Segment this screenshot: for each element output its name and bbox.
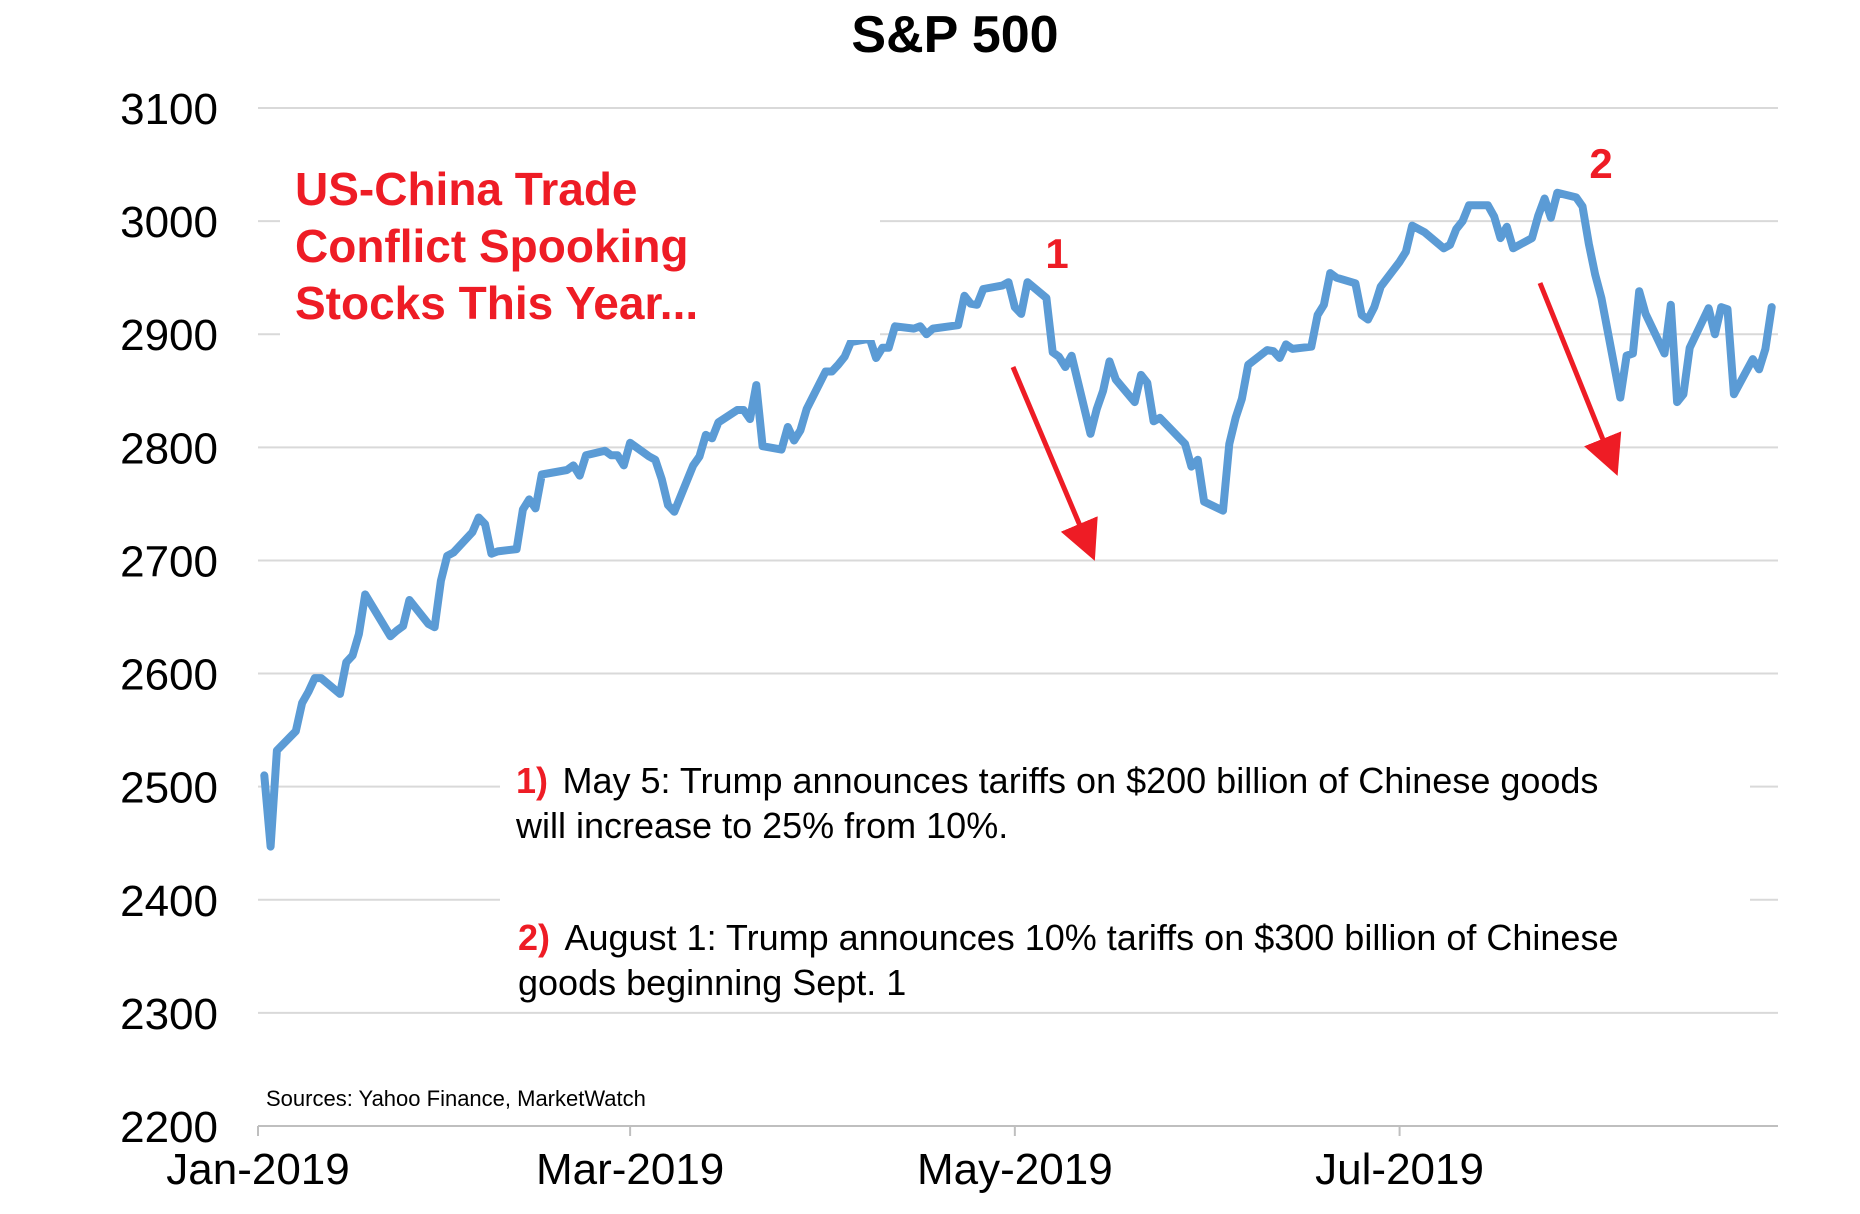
series-layer xyxy=(260,188,1776,851)
note-1-line-1: 1) May 5: Trump announces tariffs on $20… xyxy=(516,760,1598,801)
note-2-text: August 1: Trump announces 10% tariffs on… xyxy=(564,917,1618,958)
x-tick-label-1: Mar-2019 xyxy=(536,1145,724,1194)
note-1-text: May 5: Trump announces tariffs on $200 b… xyxy=(562,760,1598,801)
note-2-line-2: goods beginning Sept. 1 xyxy=(518,962,906,1003)
notes-backdrop xyxy=(500,740,1750,1010)
decline-arrow-1 xyxy=(1010,366,1098,561)
y-axis: 2200 2300 2400 2500 2600 2700 2800 2900 3000 3100 xyxy=(120,85,218,1152)
event-marker-2: 2 xyxy=(1589,140,1612,187)
x-tick-label-2: May-2019 xyxy=(917,1145,1113,1194)
y-tick-label-2900: 2900 xyxy=(120,311,218,360)
y-tick-label-2800: 2800 xyxy=(120,424,218,473)
chart-title: S&P 500 xyxy=(851,6,1058,64)
note-2-line-1: 2) August 1: Trump announces 10% tariffs… xyxy=(518,917,1618,958)
x-axis: Jan-2019 Mar-2019 May-2019 Jul-2019 xyxy=(166,1125,1778,1194)
y-tick-label-2200: 2200 xyxy=(120,1103,218,1152)
y-tick-label-2500: 2500 xyxy=(120,764,218,813)
headline-line-3: Stocks This Year... xyxy=(295,277,698,329)
headline-backdrop xyxy=(280,150,880,340)
note-1-number: 1) xyxy=(516,760,548,801)
headline-line-2: Conflict Spooking xyxy=(295,220,689,272)
headline-line-1: US-China Trade xyxy=(295,163,638,215)
x-tick-label-0: Jan-2019 xyxy=(166,1145,349,1194)
y-tick-label-3100: 3100 xyxy=(120,85,218,134)
y-tick-label-2400: 2400 xyxy=(120,877,218,926)
y-tick-label-2300: 2300 xyxy=(120,990,218,1039)
y-tick-label-2700: 2700 xyxy=(120,537,218,586)
source-note: Sources: Yahoo Finance, MarketWatch xyxy=(266,1086,646,1111)
note-1-line-2: will increase to 25% from 10%. xyxy=(515,805,1008,846)
y-tick-label-2600: 2600 xyxy=(120,651,218,700)
y-tick-label-3000: 3000 xyxy=(120,198,218,247)
x-tick-label-3: Jul-2019 xyxy=(1315,1145,1484,1194)
event-marker-1: 1 xyxy=(1045,230,1068,277)
note-2-number: 2) xyxy=(518,917,550,958)
decline-arrow-2 xyxy=(1537,282,1622,476)
